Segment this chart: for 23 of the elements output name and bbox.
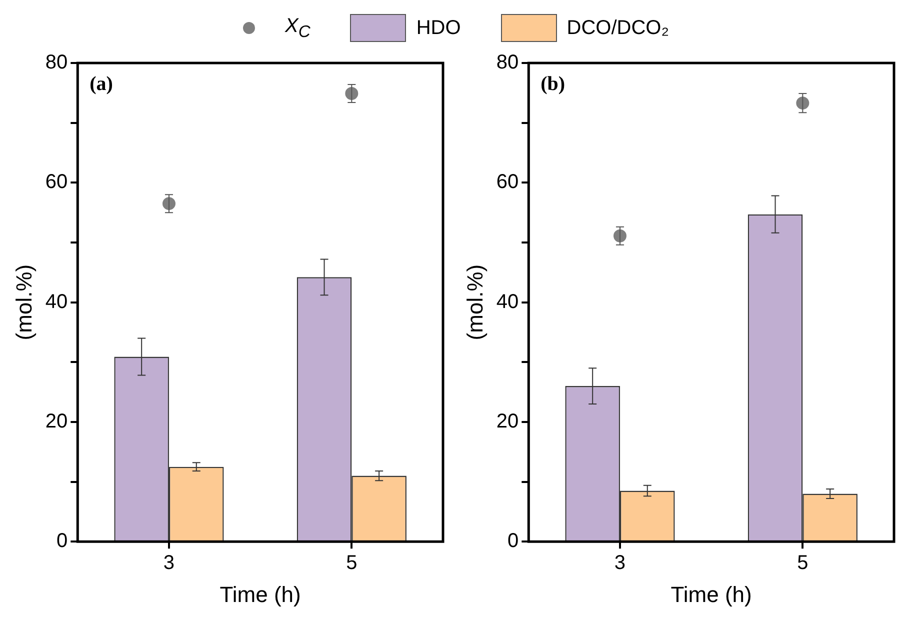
y-tick-label: 40: [45, 290, 68, 313]
annotation: (a): [90, 73, 113, 96]
y-axis-title: (mol.%): [462, 264, 488, 340]
y-axis-title: (mol.%): [11, 264, 36, 340]
y-tick-label: 40: [496, 290, 519, 313]
y-tick-label: 0: [56, 530, 68, 552]
y-tick-label: 80: [496, 52, 519, 74]
x-tick-label: 5: [797, 552, 808, 574]
legend-label: HDO: [416, 16, 461, 40]
legend-label: DCO/DCO₂: [566, 16, 670, 40]
annotation: (b): [540, 73, 566, 96]
y-tick-label: 20: [45, 410, 68, 432]
y-tick-label: 80: [45, 52, 68, 74]
x-tick-label: 5: [346, 552, 358, 574]
x-axis-title: Time (h): [220, 582, 301, 607]
legend-label: X$_{C}$: [284, 14, 310, 42]
y-tick-label: 60: [45, 171, 68, 194]
y-tick-label: 60: [496, 171, 519, 194]
x-axis-title: Time (h): [670, 582, 752, 607]
x-tick-label: 3: [614, 552, 626, 574]
y-tick-label: 20: [496, 410, 519, 432]
y-tick-label: 0: [508, 530, 519, 552]
x-tick-label: 3: [163, 552, 175, 574]
